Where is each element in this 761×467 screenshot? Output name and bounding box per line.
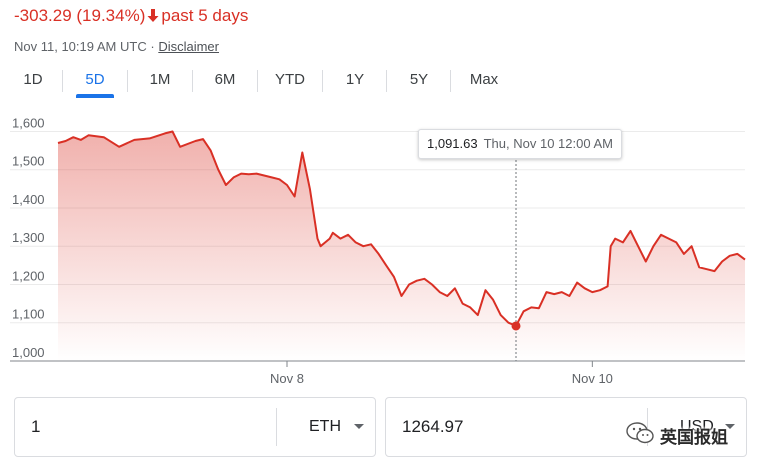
from-unit-select[interactable]: ETH (309, 418, 341, 435)
hover-point (511, 321, 521, 331)
price-line (57, 130, 746, 327)
tooltip-date: Thu, Nov 10 12:00 AM (483, 136, 613, 151)
tab-divider (192, 70, 193, 92)
chart-meta: Nov 11, 10:19 AM UTC · Disclaimer (14, 39, 219, 54)
tab-divider (386, 70, 387, 92)
from-currency-box: 1 ETH (14, 397, 376, 457)
y-tick-label: 1,600 (12, 115, 45, 130)
y-axis: 1,600 1,500 1,400 1,300 1,200 1,100 1,000 (12, 115, 45, 360)
to-amount-input[interactable]: 1264.97 (402, 417, 464, 436)
arrow-down-icon (147, 8, 159, 28)
range-tabs: 1D 5D 1M 6M YTD 1Y 5Y Max (0, 64, 520, 100)
chart-tooltip: 1,091.63 Thu, Nov 10 12:00 AM (418, 129, 622, 159)
wechat-icon (626, 421, 654, 450)
meta-separator: · (150, 39, 155, 54)
tab-ytd[interactable]: YTD (275, 71, 305, 88)
tab-1y[interactable]: 1Y (345, 71, 365, 88)
tab-5y[interactable]: 5Y (409, 71, 429, 88)
y-tick-label: 1,300 (12, 230, 45, 245)
change-value: -303.29 (19.34%) (14, 6, 146, 25)
converter-divider (276, 408, 277, 446)
x-tick-label: Nov 10 (572, 371, 613, 386)
tab-1m[interactable]: 1M (149, 71, 171, 88)
x-tick-label: Nov 8 (270, 371, 304, 386)
price-change: -303.29 (19.34%) past 5 days (14, 6, 248, 28)
to-currency-box: 1264.97 USD (385, 397, 747, 457)
active-tab-indicator (76, 94, 114, 98)
chevron-down-icon[interactable] (354, 424, 364, 429)
from-amount-input[interactable]: 1 (31, 417, 41, 436)
price-area (58, 131, 745, 361)
tab-1d[interactable]: 1D (23, 71, 43, 88)
y-tick-label: 1,500 (12, 154, 45, 169)
tab-6m[interactable]: 6M (214, 71, 236, 88)
price-chart[interactable]: 1,600 1,500 1,400 1,300 1,200 1,100 1,000 Nov … (0, 110, 761, 392)
tab-divider (257, 70, 258, 92)
disclaimer-link[interactable]: Disclaimer (158, 39, 219, 54)
tab-divider (62, 70, 63, 92)
y-tick-label: 1,000 (12, 345, 45, 360)
converter-divider (647, 408, 648, 446)
y-tick-label: 1,200 (12, 268, 45, 283)
tab-divider (322, 70, 323, 92)
y-tick-label: 1,100 (12, 307, 45, 322)
change-period: past 5 days (161, 6, 249, 25)
y-tick-label: 1,400 (12, 192, 45, 207)
to-unit-select[interactable]: USD (680, 418, 714, 435)
x-axis: Nov 8 Nov 10 (270, 361, 613, 386)
tab-divider (127, 70, 128, 92)
tab-divider (450, 70, 451, 92)
tab-max[interactable]: Max (469, 71, 499, 88)
watermark: 英国报姐 (626, 420, 728, 450)
chevron-down-icon[interactable] (725, 424, 735, 429)
watermark-text: 英国报姐 (660, 427, 728, 447)
tab-5d[interactable]: 5D (85, 71, 105, 88)
tooltip-value: 1,091.63 (427, 136, 478, 151)
timestamp: Nov 11, 10:19 AM UTC (14, 39, 147, 54)
